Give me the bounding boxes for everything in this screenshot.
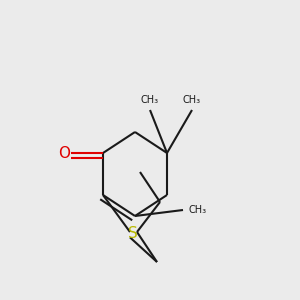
Text: S: S xyxy=(128,226,137,241)
Text: O: O xyxy=(58,146,70,160)
Text: CH₃: CH₃ xyxy=(188,205,206,215)
Text: CH₃: CH₃ xyxy=(141,94,159,105)
Text: CH₃: CH₃ xyxy=(183,94,201,105)
